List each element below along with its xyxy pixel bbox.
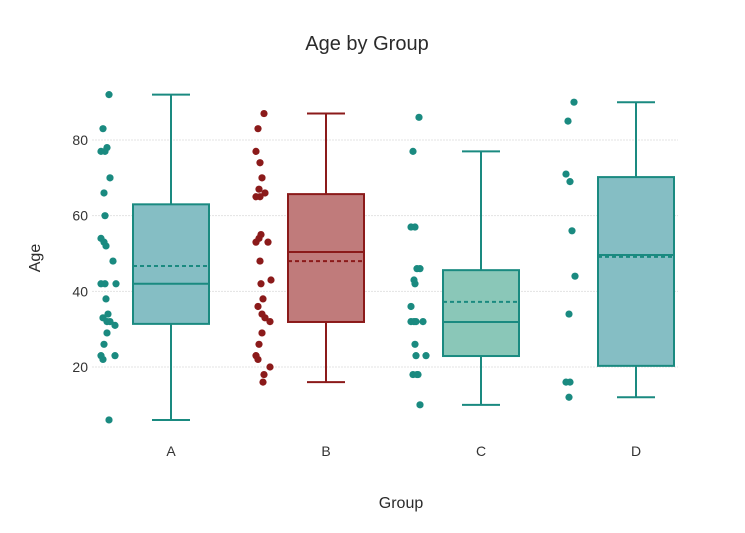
data-point	[103, 329, 111, 337]
data-point	[411, 340, 419, 348]
data-point	[422, 352, 430, 360]
data-point	[565, 310, 573, 318]
data-point	[99, 125, 107, 133]
box-iqr	[287, 193, 365, 323]
data-point	[413, 370, 421, 379]
data-point	[568, 227, 576, 235]
data-point	[411, 280, 419, 288]
data-point	[258, 329, 266, 337]
data-point	[261, 189, 269, 197]
data-point	[255, 185, 263, 193]
data-point	[258, 174, 266, 182]
data-point	[252, 193, 260, 201]
data-point	[105, 91, 113, 99]
data-point	[102, 242, 110, 250]
data-point	[100, 340, 108, 348]
y-tick-label: 20	[72, 359, 88, 375]
data-point	[416, 265, 424, 273]
data-point	[571, 272, 579, 280]
data-point	[257, 280, 265, 288]
data-point	[252, 238, 260, 246]
data-point	[255, 340, 263, 348]
x-axis-label: Group	[379, 495, 424, 512]
data-point	[266, 318, 274, 326]
data-point	[419, 318, 427, 326]
x-tick-label: A	[166, 443, 176, 459]
data-point	[111, 352, 119, 360]
box-group-C	[407, 113, 520, 409]
data-point	[111, 321, 119, 329]
data-point	[254, 125, 262, 133]
data-point	[112, 280, 120, 288]
y-tick-label: 40	[72, 283, 88, 299]
y-tick-label: 60	[72, 208, 88, 224]
box-iqr	[442, 269, 520, 358]
data-point	[259, 295, 267, 303]
data-point	[267, 276, 275, 284]
data-point	[564, 117, 572, 125]
boxes	[97, 91, 675, 424]
data-point	[101, 280, 109, 288]
y-axis-ticks: 20 40 60 80	[72, 132, 88, 375]
data-point	[566, 178, 574, 186]
x-axis-ticks: A B C D	[166, 443, 641, 459]
data-point	[105, 416, 113, 424]
data-point	[266, 363, 274, 371]
box-iqr	[597, 176, 675, 367]
data-point	[257, 230, 265, 239]
data-point	[104, 310, 112, 318]
data-point	[103, 143, 111, 152]
data-point	[407, 302, 415, 311]
box-group-B	[252, 109, 365, 386]
data-point	[409, 147, 417, 155]
y-tick-label: 80	[72, 132, 88, 148]
data-point	[415, 113, 423, 121]
data-point	[260, 109, 268, 118]
x-tick-label: C	[476, 443, 486, 459]
data-point	[261, 314, 269, 322]
data-point	[256, 159, 264, 167]
data-point	[411, 223, 419, 231]
data-point	[254, 302, 262, 311]
data-point	[252, 147, 260, 155]
data-point	[412, 318, 420, 326]
data-point	[562, 378, 570, 386]
x-tick-label: B	[321, 443, 330, 459]
data-point	[109, 257, 117, 265]
box-group-D	[562, 98, 675, 401]
data-point	[101, 212, 109, 220]
box-iqr	[132, 203, 210, 325]
data-point	[102, 295, 110, 303]
chart-title: Age by Group	[305, 33, 428, 55]
data-point	[99, 355, 107, 364]
data-point	[106, 318, 114, 326]
data-point	[412, 352, 420, 360]
data-point	[260, 370, 268, 379]
data-point	[570, 98, 578, 106]
data-point	[256, 257, 264, 265]
data-point	[562, 170, 570, 178]
data-point	[254, 355, 262, 364]
x-tick-label: D	[631, 443, 641, 459]
data-point	[264, 238, 272, 246]
data-point	[100, 189, 108, 197]
data-point	[416, 401, 424, 409]
box-group-A	[97, 91, 210, 424]
y-axis-label: Age	[27, 244, 44, 273]
data-point	[106, 174, 114, 182]
data-point	[259, 378, 267, 386]
data-point	[407, 318, 415, 326]
data-point	[565, 393, 573, 401]
